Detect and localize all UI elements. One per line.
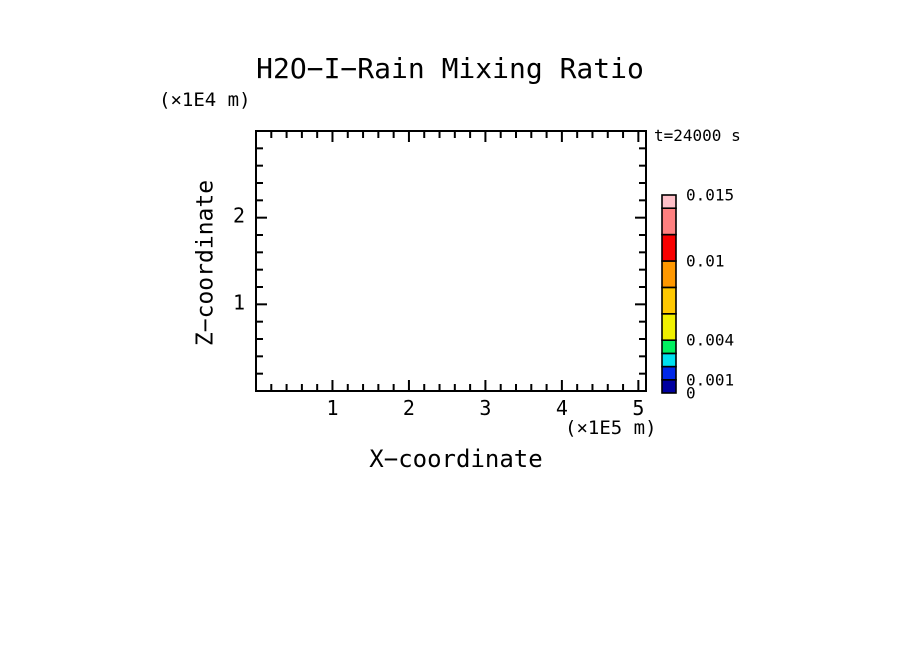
plot-box: [255, 130, 647, 392]
colorbar-segment: [661, 194, 677, 209]
x-axis-label: X−coordinate: [369, 445, 543, 473]
colorbar-tick-label: 0.001: [686, 370, 734, 389]
colorbar-tick-label: 0.01: [686, 252, 725, 271]
x-tick-label: 2: [403, 396, 415, 420]
colorbar-tick-label: 0: [686, 384, 696, 403]
plot-title: H2O−I−Rain Mixing Ratio: [256, 52, 644, 85]
x-tick-label: 1: [326, 396, 338, 420]
colorbar-segment: [661, 352, 677, 368]
colorbar-segment: [661, 312, 677, 341]
y-axis-unit-label: (×1E4 m): [159, 89, 251, 111]
time-label: t=24000 s: [654, 126, 741, 145]
x-tick-label: 5: [632, 396, 644, 420]
colorbar-segment: [661, 378, 677, 394]
colorbar-segment: [661, 233, 677, 262]
colorbar-segment: [661, 207, 677, 236]
colorbar-tick-label: 0.015: [686, 186, 734, 205]
x-axis-unit-label: (×1E5 m): [565, 417, 657, 439]
x-tick-label: 3: [479, 396, 491, 420]
y-tick-label: 2: [233, 204, 245, 228]
colorbar-segment: [661, 286, 677, 315]
y-tick-label: 1: [233, 290, 245, 314]
colorbar-tick-label: 0.004: [686, 331, 734, 350]
colorbar-segment: [661, 260, 677, 289]
colorbar-segment: [661, 365, 677, 381]
colorbar-segment: [661, 339, 677, 355]
x-tick-label: 4: [556, 396, 568, 420]
